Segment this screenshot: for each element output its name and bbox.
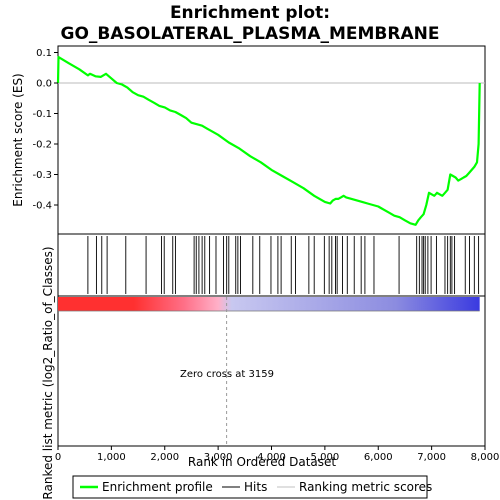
x-tick-label: 6,000 — [364, 452, 393, 463]
x-tick-label: 5,000 — [311, 452, 340, 463]
es-y-tick-label: 0.1 — [36, 48, 52, 59]
hits-plot-frame — [57, 233, 486, 297]
es-y-axis-label: Enrichment score (ES) — [11, 73, 25, 206]
x-tick-label: 7,000 — [417, 452, 446, 463]
chart-title-line2: GO_BASOLATERAL_PLASMA_MEMBRANE — [61, 24, 440, 44]
es-plot-area — [56, 55, 485, 226]
x-tick-label: 2,000 — [150, 452, 179, 463]
legend: Enrichment profile Hits Ranking metric sco… — [80, 480, 432, 494]
enrichment-profile-line — [56, 55, 481, 226]
es-y-tick-label: -0.1 — [32, 109, 52, 120]
legend-label: Hits — [244, 480, 267, 494]
es-y-tick-label: -0.2 — [32, 140, 52, 151]
es-y-tick-label: -0.3 — [32, 170, 52, 181]
x-tick-label: 8,000 — [471, 452, 500, 463]
ranking-metric-strip — [58, 297, 480, 311]
x-tick-label: 0 — [55, 452, 61, 463]
x-axis: 0 1,000 2,000 3,000 4,000 5,000 6,000 7,000 8,00… — [55, 446, 500, 463]
x-axis-label: Rank in Ordered Dataset — [188, 455, 336, 469]
x-tick-label: 4,000 — [257, 452, 286, 463]
es-plot-frame — [57, 45, 486, 235]
legend-box — [72, 475, 428, 499]
chart-title-line1: Enrichment plot: — [170, 3, 330, 23]
zero-cross-annotation: Zero cross at 3159 — [180, 369, 274, 380]
metric-y-axis-label: Ranked list metric (log2_Ratio_of_Classe… — [41, 246, 55, 499]
es-y-tick-label: 0.0 — [36, 79, 52, 90]
x-tick-label: 3,000 — [204, 452, 233, 463]
legend-label: Enrichment profile — [102, 480, 213, 494]
hits-plot-area — [87, 236, 480, 294]
x-tick-label: 1,000 — [97, 452, 126, 463]
es-y-axis: 0.1 0.0 -0.1 -0.2 -0.3 -0.4 — [32, 48, 58, 212]
es-y-tick-label: -0.4 — [32, 201, 52, 212]
legend-label: Ranking metric scores — [299, 480, 432, 494]
metric-plot-area — [58, 297, 480, 445]
